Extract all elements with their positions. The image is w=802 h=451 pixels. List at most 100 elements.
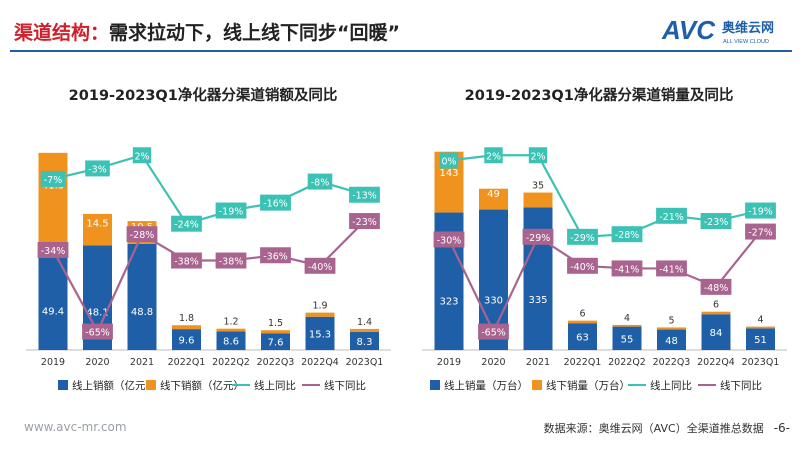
label-online-2021: 335 bbox=[528, 295, 547, 306]
bar-offline-2022Q1 bbox=[568, 320, 597, 324]
label-offline-2020: 49 bbox=[487, 189, 500, 200]
line-online-yoy-label-0: -7% bbox=[44, 175, 63, 186]
line-online-yoy-label-5: -16% bbox=[263, 199, 288, 210]
legend-online-yoy: 线上同比 bbox=[650, 379, 692, 392]
line-offline-yoy-label-bg-7 bbox=[349, 213, 380, 230]
line-online-yoy-label-4: -28% bbox=[615, 230, 640, 241]
line-offline-yoy-label-bg-1 bbox=[478, 323, 509, 340]
chart-sales-amount: 2019-2023Q1净化器分渠道销额及同比49.441.3201948.114… bbox=[26, 86, 391, 392]
legend-online: 线上销额（亿元） bbox=[72, 379, 156, 392]
label-offline-2022Q2: 1.2 bbox=[223, 317, 238, 328]
bar-offline-2023Q1 bbox=[350, 328, 379, 332]
line-offline-yoy-label-1: -65% bbox=[85, 328, 110, 339]
line-offline-yoy-label-1: -65% bbox=[481, 328, 506, 339]
label-offline-2022Q2: 4 bbox=[624, 313, 630, 324]
line-online-yoy-label-bg-6 bbox=[700, 213, 732, 230]
line-online-yoy-label-2: 2% bbox=[530, 151, 545, 162]
label-online-2019: 49.4 bbox=[42, 307, 64, 318]
line-offline-yoy-label-5: -36% bbox=[263, 251, 288, 262]
label-online-2022Q3: 7.6 bbox=[268, 338, 284, 349]
label-online-2022Q3: 48 bbox=[665, 336, 678, 347]
label-online-2023Q1: 8.3 bbox=[357, 337, 373, 348]
label-offline-2022Q1: 1.8 bbox=[179, 313, 194, 324]
bar-online-2022Q1 bbox=[568, 323, 597, 350]
source-text: 数据来源：奥维云网（AVC）全渠道推总数据 bbox=[543, 422, 764, 435]
title-underline bbox=[10, 50, 792, 52]
bar-offline-2022Q4 bbox=[701, 311, 731, 315]
line-offline-yoy-label-3: -38% bbox=[174, 257, 199, 268]
line-online-yoy-label-bg-7 bbox=[349, 186, 380, 203]
label-online-2022Q4: 15.3 bbox=[309, 329, 331, 340]
label-offline-2019: 143 bbox=[439, 168, 458, 179]
label-offline-2022Q1: 6 bbox=[579, 309, 585, 320]
line-online-yoy-label-bg-0 bbox=[40, 170, 66, 187]
logo-en: ALL VIEW CLOUD bbox=[723, 39, 769, 45]
logo-mark: AVC bbox=[661, 15, 716, 45]
line-offline-yoy-label-7: -23% bbox=[352, 217, 377, 228]
chart-title: 2019-2023Q1净化器分渠道销额及同比 bbox=[69, 86, 338, 104]
page-number: -6- bbox=[773, 421, 790, 435]
tick-label-2022Q2: 2022Q2 bbox=[212, 357, 250, 368]
line-offline-yoy-label-bg-6 bbox=[700, 278, 732, 295]
line-online-yoy-label-2: 2% bbox=[134, 151, 149, 162]
line-offline-yoy-label-3: -40% bbox=[570, 262, 595, 273]
line-offline-yoy-label-bg-6 bbox=[304, 257, 336, 274]
legend-offline-yoy: 线下同比 bbox=[720, 379, 762, 392]
website-link[interactable]: www.avc-mr.com bbox=[24, 420, 127, 434]
line-offline-yoy-label-bg-3 bbox=[171, 252, 202, 269]
tick-label-2019: 2019 bbox=[437, 357, 461, 368]
bar-online-2022Q2 bbox=[216, 331, 246, 350]
chart-title: 2019-2023Q1净化器分渠道销量及同比 bbox=[465, 86, 734, 104]
line-offline-yoy-label-bg-5 bbox=[260, 247, 291, 264]
label-offline-2022Q3: 1.5 bbox=[268, 318, 283, 329]
line-online-yoy-label-7: -13% bbox=[352, 191, 377, 202]
tick-label-2021: 2021 bbox=[130, 357, 154, 368]
line-online-yoy-label-1: 2% bbox=[486, 151, 501, 162]
legend-offline-yoy: 线下同比 bbox=[324, 379, 366, 392]
label-offline-2022Q3: 5 bbox=[668, 315, 674, 326]
line-online-yoy-label-3: -29% bbox=[570, 233, 595, 244]
line-offline-yoy-label-bg-4 bbox=[215, 252, 247, 269]
tick-label-2022Q4: 2022Q4 bbox=[697, 357, 735, 368]
label-offline-2022Q4: 1.9 bbox=[312, 301, 327, 312]
legend-offline: 线下销量（万台） bbox=[546, 379, 630, 392]
line-offline-yoy-label-6: -48% bbox=[704, 283, 729, 294]
bar-offline-2022Q2 bbox=[612, 324, 642, 327]
tick-label-2022Q3: 2022Q3 bbox=[257, 357, 295, 368]
page-title-text: 需求拉动下，线上线下同步“回暖” bbox=[109, 22, 400, 44]
label-offline-2023Q1: 1.4 bbox=[357, 317, 372, 328]
line-online-yoy-label-bg-1 bbox=[484, 147, 503, 164]
page-title: 渠道结构：需求拉动下，线上线下同步“回暖” bbox=[14, 18, 400, 45]
line-offline-yoy-label-bg-7 bbox=[745, 223, 776, 240]
line-online-yoy-label-0: 0% bbox=[441, 157, 456, 168]
bar-online-2023Q1 bbox=[746, 328, 775, 350]
label-online-2020: 48.1 bbox=[86, 307, 108, 318]
line-online-yoy-label-bg-3 bbox=[171, 215, 202, 232]
legend-offline: 线下销额（亿元） bbox=[160, 379, 244, 392]
bar-offline-2019 bbox=[38, 152, 68, 243]
line-online-yoy-label-5: -21% bbox=[659, 212, 684, 223]
legend-swatch-online bbox=[430, 380, 440, 390]
logo-cn: 奥维云网 bbox=[722, 20, 774, 36]
bar-offline-2021 bbox=[523, 192, 553, 208]
bar-online-2022Q3 bbox=[657, 329, 686, 350]
line-online-yoy-label-bg-2 bbox=[132, 147, 152, 164]
line-offline-yoy-label-5: -41% bbox=[659, 264, 684, 275]
label-online-2022Q4: 84 bbox=[710, 328, 723, 339]
line-online-yoy-label-4: -19% bbox=[219, 207, 244, 218]
label-online-2022Q1: 9.6 bbox=[179, 336, 195, 347]
line-offline-yoy-label-6: -40% bbox=[308, 262, 333, 273]
legend-swatch-online bbox=[58, 380, 68, 390]
legend-swatch-offline bbox=[146, 380, 156, 390]
bar-online-2021 bbox=[523, 207, 553, 350]
bar-online-2023Q1 bbox=[350, 331, 379, 350]
bar-online-2022Q4 bbox=[701, 314, 731, 350]
data-source: 数据来源：奥维云网（AVC）全渠道推总数据 -6- bbox=[500, 420, 790, 436]
line-online-yoy-label-3: -24% bbox=[174, 220, 199, 231]
bar-offline-2022Q2 bbox=[216, 328, 246, 332]
bar-offline-2020 bbox=[479, 188, 508, 210]
label-online-2022Q2: 8.6 bbox=[223, 337, 239, 348]
tick-label-2020: 2020 bbox=[85, 357, 109, 368]
tick-label-2022Q3: 2022Q3 bbox=[653, 357, 691, 368]
tick-label-2022Q1: 2022Q1 bbox=[564, 357, 602, 368]
